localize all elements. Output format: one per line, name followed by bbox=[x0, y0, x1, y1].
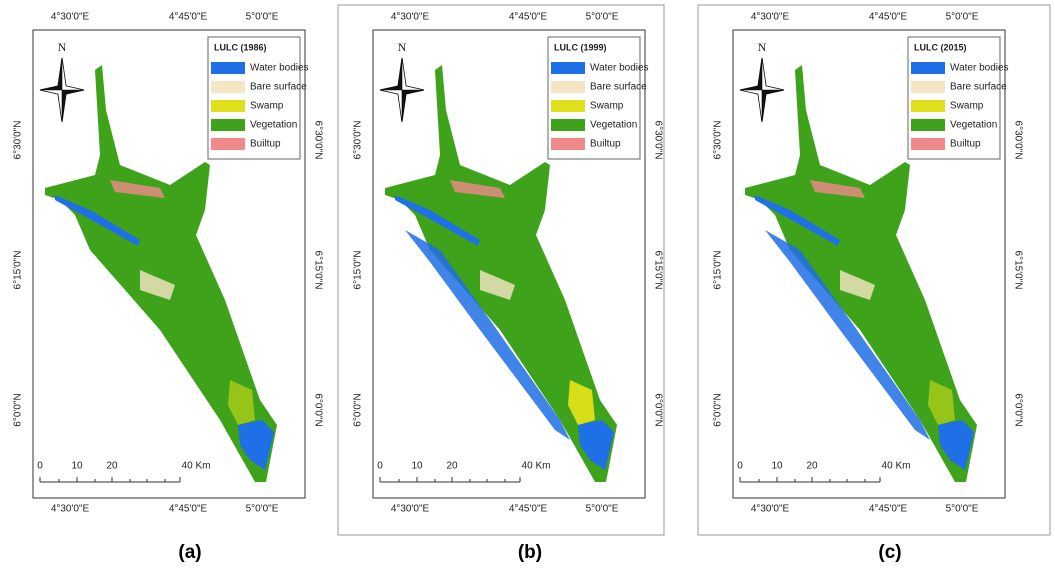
panel-caption: (b) bbox=[518, 542, 542, 563]
legend-swatch bbox=[551, 138, 585, 150]
longitude-label: 4°30'0"E bbox=[391, 504, 430, 515]
longitude-label: 5°0'0"E bbox=[586, 504, 619, 515]
scale-label: 0 bbox=[377, 461, 383, 472]
legend-label: Swamp bbox=[590, 101, 624, 112]
longitude-label: 4°45'0"E bbox=[509, 504, 548, 515]
legend-label: Bare surface bbox=[250, 82, 307, 93]
latitude-label: 6°30'0"N bbox=[1012, 121, 1023, 160]
latitude-label: 6°0'0"N bbox=[652, 393, 663, 426]
legend-swatch bbox=[211, 119, 245, 131]
longitude-label: 4°30'0"E bbox=[751, 12, 790, 23]
legend-swatch bbox=[911, 62, 945, 74]
scale-label: 10 bbox=[771, 461, 783, 472]
panel-caption: (c) bbox=[878, 542, 901, 563]
legend-label: Builtup bbox=[950, 139, 981, 150]
legend-label: Bare surface bbox=[590, 82, 647, 93]
north-label: N bbox=[398, 40, 407, 54]
scale-label: 0 bbox=[737, 461, 743, 472]
longitude-label: 5°0'0"E bbox=[946, 12, 979, 23]
latitude-label: 6°15'0"N bbox=[1012, 251, 1023, 290]
north-label: N bbox=[58, 40, 67, 54]
longitude-label: 4°30'0"E bbox=[391, 12, 430, 23]
map-panel: 4°30'0"E 4°30'0"E 4°45'0"E 4°45'0"E 5°0'0"E 5… bbox=[698, 5, 1050, 563]
latitude-label: 6°30'0"N bbox=[652, 121, 663, 160]
latitude-label: 6°30'0"N bbox=[353, 121, 364, 160]
latitude-label: 6°0'0"N bbox=[353, 393, 364, 426]
legend-label: Builtup bbox=[250, 139, 281, 150]
legend-swatch bbox=[551, 100, 585, 112]
north-label: N bbox=[758, 40, 767, 54]
legend-label: Vegetation bbox=[950, 120, 997, 131]
longitude-label: 4°30'0"E bbox=[751, 504, 790, 515]
map-panel: 4°30'0"E 4°30'0"E 4°45'0"E 4°45'0"E 5°0'0"E 5… bbox=[13, 12, 324, 563]
latitude-label: 6°15'0"N bbox=[13, 251, 24, 290]
figure: 4°30'0"E 4°30'0"E 4°45'0"E 4°45'0"E 5°0'0"E 5… bbox=[0, 0, 1055, 571]
longitude-label: 4°45'0"E bbox=[509, 12, 548, 23]
latitude-label: 6°15'0"N bbox=[312, 251, 323, 290]
legend-label: Swamp bbox=[950, 101, 984, 112]
legend-label: Vegetation bbox=[590, 120, 637, 131]
longitude-label: 4°45'0"E bbox=[169, 12, 208, 23]
map-panel: 4°30'0"E 4°30'0"E 4°45'0"E 4°45'0"E 5°0'0"E 5… bbox=[338, 5, 664, 563]
legend-title: LULC (2015) bbox=[914, 42, 967, 52]
longitude-label: 4°30'0"E bbox=[51, 504, 90, 515]
legend-swatch bbox=[911, 100, 945, 112]
scale-label: 0 bbox=[37, 461, 43, 472]
legend-label: Water bodies bbox=[250, 63, 309, 74]
longitude-label: 5°0'0"E bbox=[246, 12, 279, 23]
legend-swatch bbox=[211, 81, 245, 93]
legend-swatch bbox=[211, 100, 245, 112]
scale-label: 20 bbox=[806, 461, 818, 472]
legend-swatch bbox=[551, 119, 585, 131]
legend-label: Water bodies bbox=[590, 63, 649, 74]
latitude-label: 6°0'0"N bbox=[312, 393, 323, 426]
legend-title: LULC (1986) bbox=[214, 42, 267, 52]
longitude-label: 4°45'0"E bbox=[869, 504, 908, 515]
scale-label: 40 Km bbox=[882, 461, 911, 472]
legend-swatch bbox=[911, 81, 945, 93]
legend-label: Water bodies bbox=[950, 63, 1009, 74]
longitude-label: 4°45'0"E bbox=[869, 12, 908, 23]
legend-swatch bbox=[211, 62, 245, 74]
longitude-label: 5°0'0"E bbox=[246, 504, 279, 515]
legend-swatch bbox=[551, 62, 585, 74]
legend-swatch bbox=[911, 119, 945, 131]
longitude-label: 4°30'0"E bbox=[51, 12, 90, 23]
latitude-label: 6°15'0"N bbox=[713, 251, 724, 290]
legend-swatch bbox=[211, 138, 245, 150]
latitude-label: 6°0'0"N bbox=[713, 393, 724, 426]
scale-label: 40 Km bbox=[182, 461, 211, 472]
longitude-label: 4°45'0"E bbox=[169, 504, 208, 515]
longitude-label: 5°0'0"E bbox=[946, 504, 979, 515]
panel-caption: (a) bbox=[178, 542, 201, 563]
legend-label: Builtup bbox=[590, 139, 621, 150]
legend-swatch bbox=[551, 81, 585, 93]
longitude-label: 5°0'0"E bbox=[586, 12, 619, 23]
scale-label: 20 bbox=[106, 461, 118, 472]
legend-swatch bbox=[911, 138, 945, 150]
legend-label: Bare surface bbox=[950, 82, 1007, 93]
latitude-label: 6°30'0"N bbox=[312, 121, 323, 160]
latitude-label: 6°0'0"N bbox=[1012, 393, 1023, 426]
latitude-label: 6°30'0"N bbox=[13, 121, 24, 160]
latitude-label: 6°30'0"N bbox=[713, 121, 724, 160]
latitude-label: 6°15'0"N bbox=[652, 251, 663, 290]
scale-label: 10 bbox=[71, 461, 83, 472]
latitude-label: 6°15'0"N bbox=[353, 251, 364, 290]
scale-label: 20 bbox=[446, 461, 458, 472]
scale-label: 40 Km bbox=[522, 461, 551, 472]
scale-label: 10 bbox=[411, 461, 423, 472]
legend-label: Swamp bbox=[250, 101, 284, 112]
legend-label: Vegetation bbox=[250, 120, 297, 131]
legend-title: LULC (1999) bbox=[554, 42, 607, 52]
latitude-label: 6°0'0"N bbox=[13, 393, 24, 426]
